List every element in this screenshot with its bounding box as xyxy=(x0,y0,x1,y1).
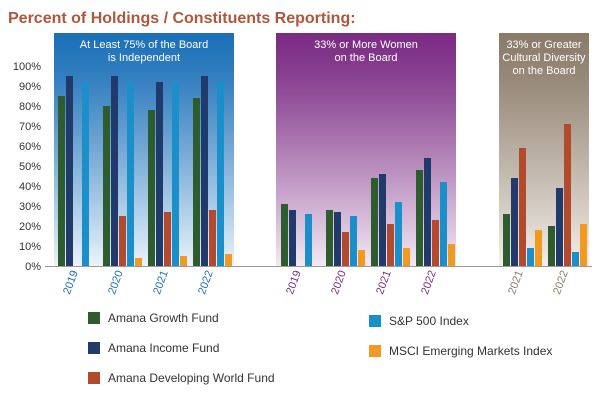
y-tick-label: 20% xyxy=(19,221,41,233)
legend-swatch xyxy=(369,345,381,357)
x-tick-label: 2020 xyxy=(329,269,349,296)
bar xyxy=(432,220,439,266)
bar xyxy=(148,110,155,266)
bar xyxy=(350,216,357,266)
x-tick-label: 2021 xyxy=(506,269,526,296)
bar xyxy=(580,224,587,266)
y-tick-label: 80% xyxy=(19,101,41,113)
x-tick-label: 2021 xyxy=(374,269,394,296)
bar xyxy=(172,82,179,266)
x-tick-label: 2019 xyxy=(284,269,304,296)
bar xyxy=(156,82,163,266)
y-tick-label: 60% xyxy=(19,141,41,153)
panel-title-line: At Least 75% of the Board xyxy=(80,39,208,51)
bar xyxy=(82,82,89,266)
bar xyxy=(424,158,431,266)
bar xyxy=(180,256,187,266)
bar xyxy=(326,210,333,266)
bar xyxy=(503,214,510,266)
panel-title-line: on the Board xyxy=(335,52,398,64)
x-tick-label: 2022 xyxy=(551,269,571,296)
bars-layer xyxy=(58,76,587,266)
bar xyxy=(527,248,534,266)
legend-label: Amana Income Fund xyxy=(108,341,219,355)
legend: Amana Growth Fund Amana Income Fund Amana … xyxy=(88,311,552,385)
y-tick-label: 30% xyxy=(19,201,41,213)
y-tick-label: 70% xyxy=(19,121,41,133)
bar xyxy=(111,76,118,266)
legend-label: MSCI Emerging Markets Index xyxy=(389,344,552,358)
panel-title-line: is Independent xyxy=(108,52,180,64)
bar xyxy=(572,252,579,266)
bar xyxy=(511,178,518,266)
x-tick-label: 2020 xyxy=(106,269,126,296)
bar xyxy=(556,188,563,266)
y-axis: 0% 10% 20% 30% 40% 50% 60% 70% 80% 90% 100% xyxy=(13,61,592,273)
bar xyxy=(66,76,73,266)
bar xyxy=(103,106,110,266)
legend-label: Amana Growth Fund xyxy=(108,311,219,325)
bar xyxy=(164,212,171,266)
y-tick-label: 10% xyxy=(19,241,41,253)
bar xyxy=(371,178,378,266)
bar xyxy=(342,232,349,266)
bar xyxy=(403,248,410,266)
panel-title-line: Cultural Diversity xyxy=(502,52,586,64)
bar xyxy=(193,98,200,266)
x-tick-label: 2022 xyxy=(419,269,439,296)
x-tick-labels: 2019 2020 2021 2022 2019 2020 2021 2022 2021 2022 xyxy=(61,269,571,296)
x-tick-label: 2019 xyxy=(61,269,81,296)
bar xyxy=(395,202,402,266)
bar xyxy=(201,76,208,266)
bar xyxy=(127,82,134,266)
legend-swatch xyxy=(88,372,100,384)
bar xyxy=(217,82,224,266)
y-tick-label: 50% xyxy=(19,161,41,173)
bar xyxy=(58,96,65,266)
x-tick-label: 2022 xyxy=(196,269,216,296)
bar xyxy=(448,244,455,266)
panel-title-line: 33% or Greater xyxy=(506,39,582,51)
panel-title-line: 33% or More Women xyxy=(314,39,418,51)
bar xyxy=(358,250,365,266)
bar xyxy=(416,170,423,266)
y-tick-label: 40% xyxy=(19,181,41,193)
bar xyxy=(379,174,386,266)
y-tick-label: 100% xyxy=(13,61,41,73)
bar xyxy=(548,226,555,266)
x-tick-label: 2021 xyxy=(151,269,171,296)
bar xyxy=(387,224,394,266)
bar xyxy=(334,212,341,266)
bar xyxy=(225,254,232,266)
y-tick-label: 0% xyxy=(25,261,41,273)
bar xyxy=(135,258,142,266)
legend-swatch xyxy=(88,342,100,354)
chart-title: Percent of Holdings / Constituents Repor… xyxy=(8,10,356,27)
legend-swatch xyxy=(88,312,100,324)
bar xyxy=(535,230,542,266)
bar xyxy=(519,148,526,266)
legend-label: S&P 500 Index xyxy=(389,314,469,328)
legend-label: Amana Developing World Fund xyxy=(108,371,275,385)
bar xyxy=(564,124,571,266)
bar xyxy=(289,210,296,266)
bar xyxy=(281,204,288,266)
panel-title-line: on the Board xyxy=(513,65,576,77)
bar xyxy=(440,182,447,266)
bar xyxy=(305,214,312,266)
legend-swatch xyxy=(369,315,381,327)
bar xyxy=(119,216,126,266)
bar xyxy=(209,210,216,266)
y-tick-label: 90% xyxy=(19,81,41,93)
